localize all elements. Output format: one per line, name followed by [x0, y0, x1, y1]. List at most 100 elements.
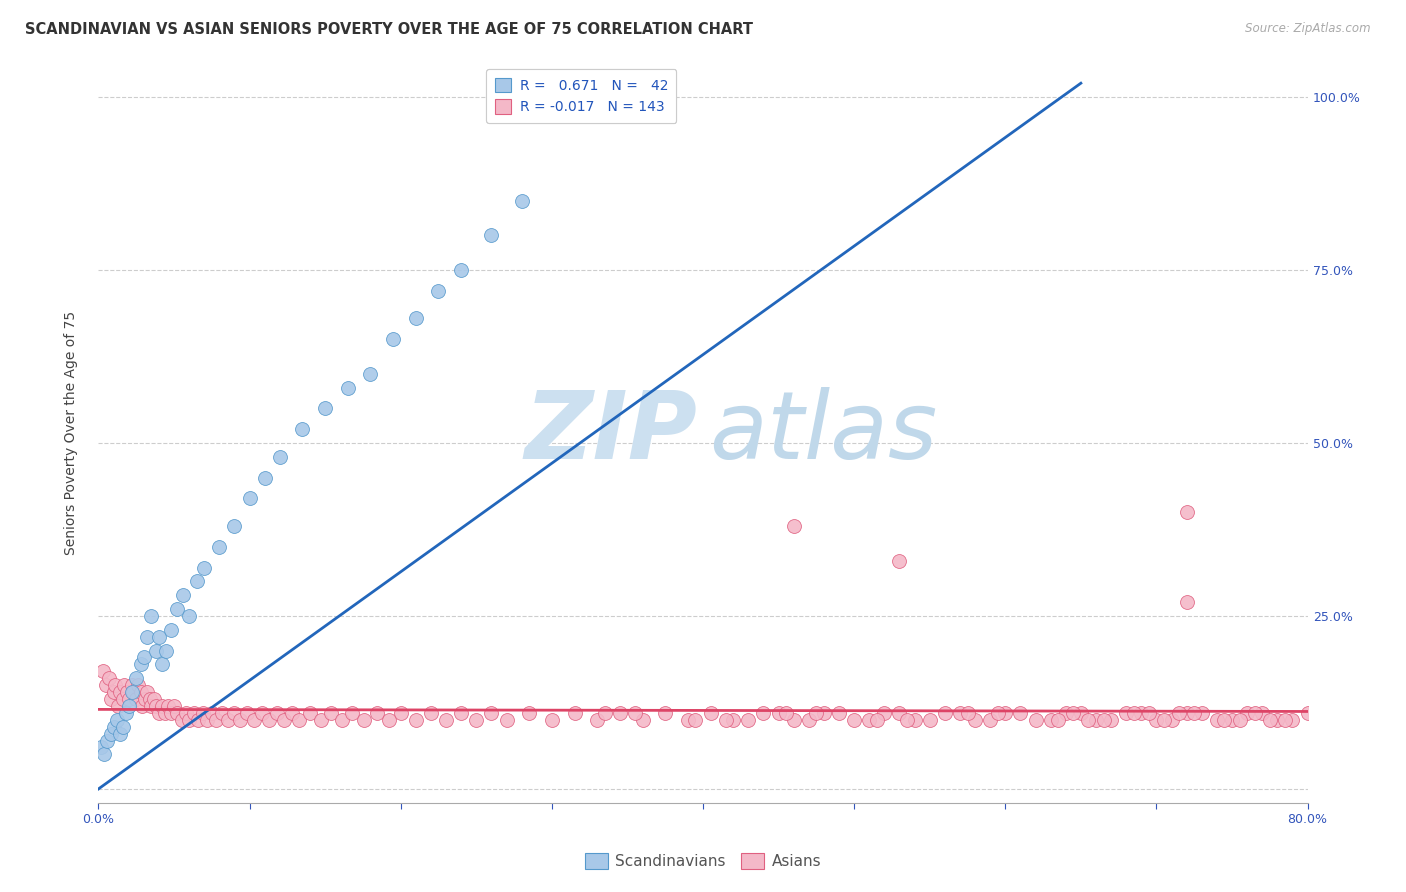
Point	[1047, 713, 1070, 727]
Point	[866, 713, 889, 727]
Point	[1175, 505, 1198, 519]
Y-axis label: Seniors Poverty Over the Age of 75: Seniors Poverty Over the Age of 75	[63, 310, 77, 555]
Point	[193, 560, 215, 574]
Point	[93, 747, 115, 762]
Point	[118, 698, 141, 713]
Point	[148, 630, 170, 644]
Text: atlas: atlas	[709, 387, 938, 478]
Point	[281, 706, 304, 720]
Point	[465, 713, 488, 727]
Point	[253, 470, 276, 484]
Point	[94, 678, 117, 692]
Point	[257, 713, 280, 727]
Point	[250, 706, 273, 720]
Point	[965, 713, 987, 727]
Point	[170, 713, 193, 727]
Point	[208, 540, 231, 554]
Point	[783, 519, 806, 533]
Point	[1085, 713, 1108, 727]
Point	[127, 678, 149, 692]
Point	[153, 706, 176, 720]
Point	[540, 713, 562, 727]
Point	[934, 706, 956, 720]
Point	[631, 713, 654, 727]
Point	[1168, 706, 1191, 720]
Point	[1206, 713, 1229, 727]
Point	[148, 706, 170, 720]
Point	[115, 685, 138, 699]
Point	[737, 713, 759, 727]
Point	[211, 706, 233, 720]
Point	[510, 194, 533, 208]
Point	[813, 706, 835, 720]
Point	[360, 367, 382, 381]
Point	[131, 698, 153, 713]
Point	[896, 713, 918, 727]
Point	[405, 713, 427, 727]
Point	[239, 491, 262, 506]
Point	[676, 713, 699, 727]
Point	[269, 450, 291, 464]
Point	[654, 706, 676, 720]
Point	[179, 609, 201, 624]
Point	[121, 685, 143, 699]
Point	[224, 519, 246, 533]
Point	[1160, 713, 1182, 727]
Text: SCANDINAVIAN VS ASIAN SENIORS POVERTY OVER THE AGE OF 75 CORRELATION CHART: SCANDINAVIAN VS ASIAN SENIORS POVERTY OV…	[25, 22, 754, 37]
Point	[1236, 706, 1258, 720]
Point	[172, 588, 194, 602]
Point	[112, 678, 135, 692]
Point	[1115, 706, 1137, 720]
Point	[685, 713, 707, 727]
Point	[150, 657, 173, 672]
Point	[156, 698, 179, 713]
Point	[125, 671, 148, 685]
Point	[1153, 713, 1175, 727]
Point	[143, 692, 166, 706]
Point	[768, 706, 790, 720]
Point	[481, 706, 503, 720]
Point	[111, 692, 134, 706]
Point	[145, 698, 167, 713]
Point	[309, 713, 332, 727]
Point	[1243, 706, 1265, 720]
Point	[135, 685, 157, 699]
Point	[806, 706, 828, 720]
Point	[1296, 706, 1319, 720]
Point	[201, 706, 224, 720]
Point	[1267, 713, 1289, 727]
Point	[1191, 706, 1213, 720]
Point	[129, 685, 152, 699]
Point	[103, 685, 125, 699]
Point	[1182, 706, 1205, 720]
Point	[98, 671, 121, 685]
Point	[450, 706, 472, 720]
Point	[723, 713, 745, 727]
Point	[224, 706, 246, 720]
Point	[1144, 713, 1167, 727]
Point	[752, 706, 775, 720]
Point	[1220, 713, 1243, 727]
Point	[1137, 706, 1160, 720]
Point	[1274, 713, 1296, 727]
Point	[163, 698, 186, 713]
Point	[1175, 706, 1198, 720]
Point	[1251, 706, 1274, 720]
Point	[103, 720, 125, 734]
Point	[434, 713, 457, 727]
Point	[420, 706, 443, 720]
Text: ZIP: ZIP	[524, 386, 697, 479]
Point	[844, 713, 866, 727]
Point	[1281, 713, 1303, 727]
Point	[321, 706, 343, 720]
Point	[243, 713, 266, 727]
Point	[90, 740, 112, 755]
Point	[481, 228, 503, 243]
Point	[1213, 713, 1236, 727]
Point	[956, 706, 979, 720]
Point	[609, 706, 631, 720]
Point	[135, 630, 157, 644]
Point	[979, 713, 1001, 727]
Point	[299, 706, 322, 720]
Point	[382, 332, 405, 346]
